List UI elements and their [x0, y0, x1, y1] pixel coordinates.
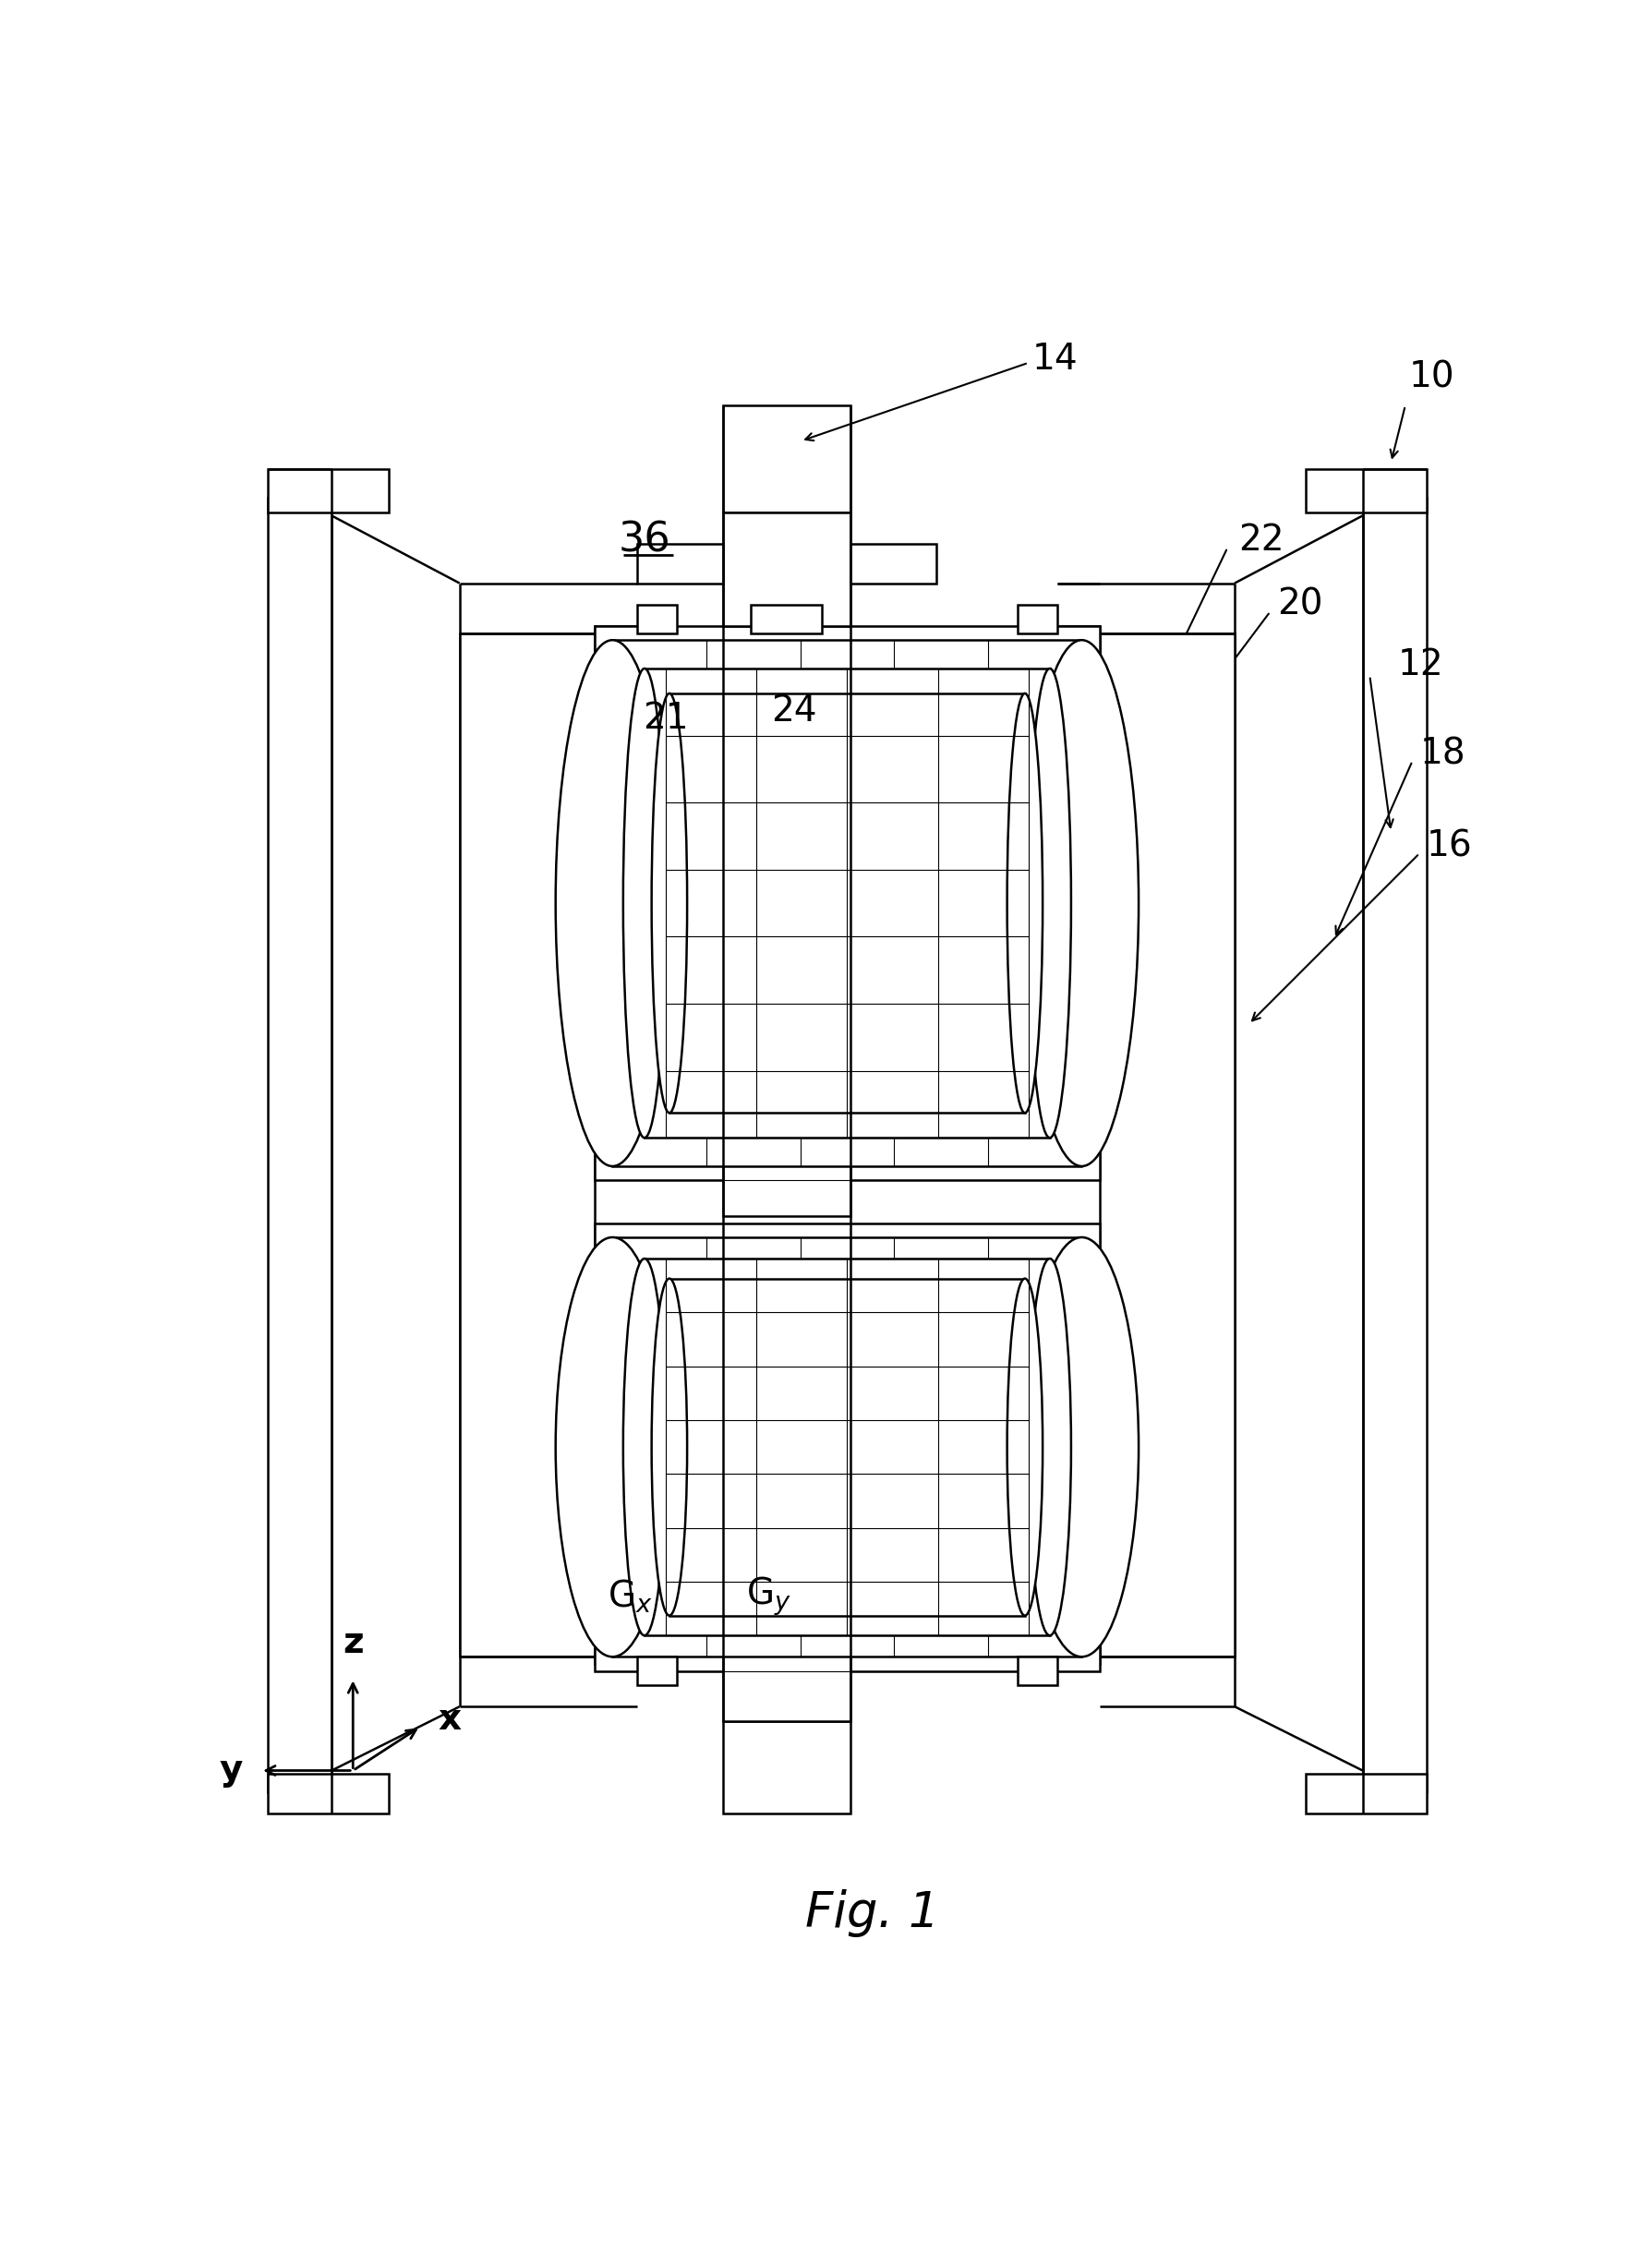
Ellipse shape	[1024, 1237, 1138, 1656]
Text: 36: 36	[618, 520, 671, 561]
Text: Fig. 1: Fig. 1	[805, 1888, 940, 1938]
Bar	[1056, 626, 1099, 676]
Text: 20: 20	[1277, 588, 1322, 622]
Bar	[669, 694, 1024, 1113]
Bar	[1099, 633, 1234, 1656]
Bar	[595, 626, 638, 676]
Text: 16: 16	[1426, 829, 1472, 863]
Bar	[268, 1773, 388, 1814]
Text: G$_x$: G$_x$	[608, 1577, 653, 1615]
Text: 22: 22	[1237, 523, 1284, 559]
Bar	[1305, 469, 1426, 511]
Bar	[722, 1629, 851, 1721]
Ellipse shape	[555, 1237, 669, 1656]
Ellipse shape	[1028, 669, 1070, 1138]
Ellipse shape	[623, 669, 666, 1138]
Bar	[1018, 1656, 1056, 1685]
Ellipse shape	[555, 640, 669, 1167]
Bar	[268, 469, 388, 511]
Ellipse shape	[1024, 640, 1138, 1167]
Text: 14: 14	[1031, 342, 1077, 376]
Bar	[638, 543, 722, 584]
Bar	[644, 669, 1049, 1138]
Text: z: z	[342, 1624, 363, 1660]
Ellipse shape	[651, 694, 687, 1113]
Ellipse shape	[651, 1277, 687, 1615]
Bar	[595, 1613, 638, 1665]
Ellipse shape	[1028, 1259, 1070, 1636]
Bar	[1018, 604, 1056, 633]
Ellipse shape	[623, 1259, 666, 1636]
Bar	[722, 406, 851, 511]
Text: G$_y$: G$_y$	[747, 1575, 791, 1618]
Bar	[613, 1237, 1080, 1656]
Bar	[638, 604, 676, 633]
Bar	[459, 633, 595, 1656]
Bar	[722, 1025, 851, 1217]
Bar	[750, 604, 821, 633]
Text: 18: 18	[1419, 737, 1465, 771]
Text: x: x	[438, 1701, 461, 1737]
Text: 24: 24	[770, 694, 816, 728]
Bar	[595, 626, 1099, 1181]
Bar	[595, 1223, 1099, 1672]
Text: 12: 12	[1398, 647, 1444, 683]
Bar	[722, 1721, 851, 1814]
Bar	[851, 543, 935, 584]
Text: 21: 21	[643, 701, 689, 737]
Text: y: y	[220, 1753, 243, 1789]
Bar	[638, 1656, 676, 1685]
Bar	[669, 1277, 1024, 1615]
Ellipse shape	[1006, 694, 1042, 1113]
Bar	[1305, 1773, 1426, 1814]
Bar	[722, 511, 851, 626]
Bar	[613, 640, 1080, 1167]
Bar	[1056, 1613, 1099, 1665]
Bar	[1361, 498, 1426, 1791]
Text: 10: 10	[1408, 360, 1454, 394]
Bar	[644, 1259, 1049, 1636]
Ellipse shape	[1006, 1277, 1042, 1615]
Bar	[268, 498, 332, 1791]
